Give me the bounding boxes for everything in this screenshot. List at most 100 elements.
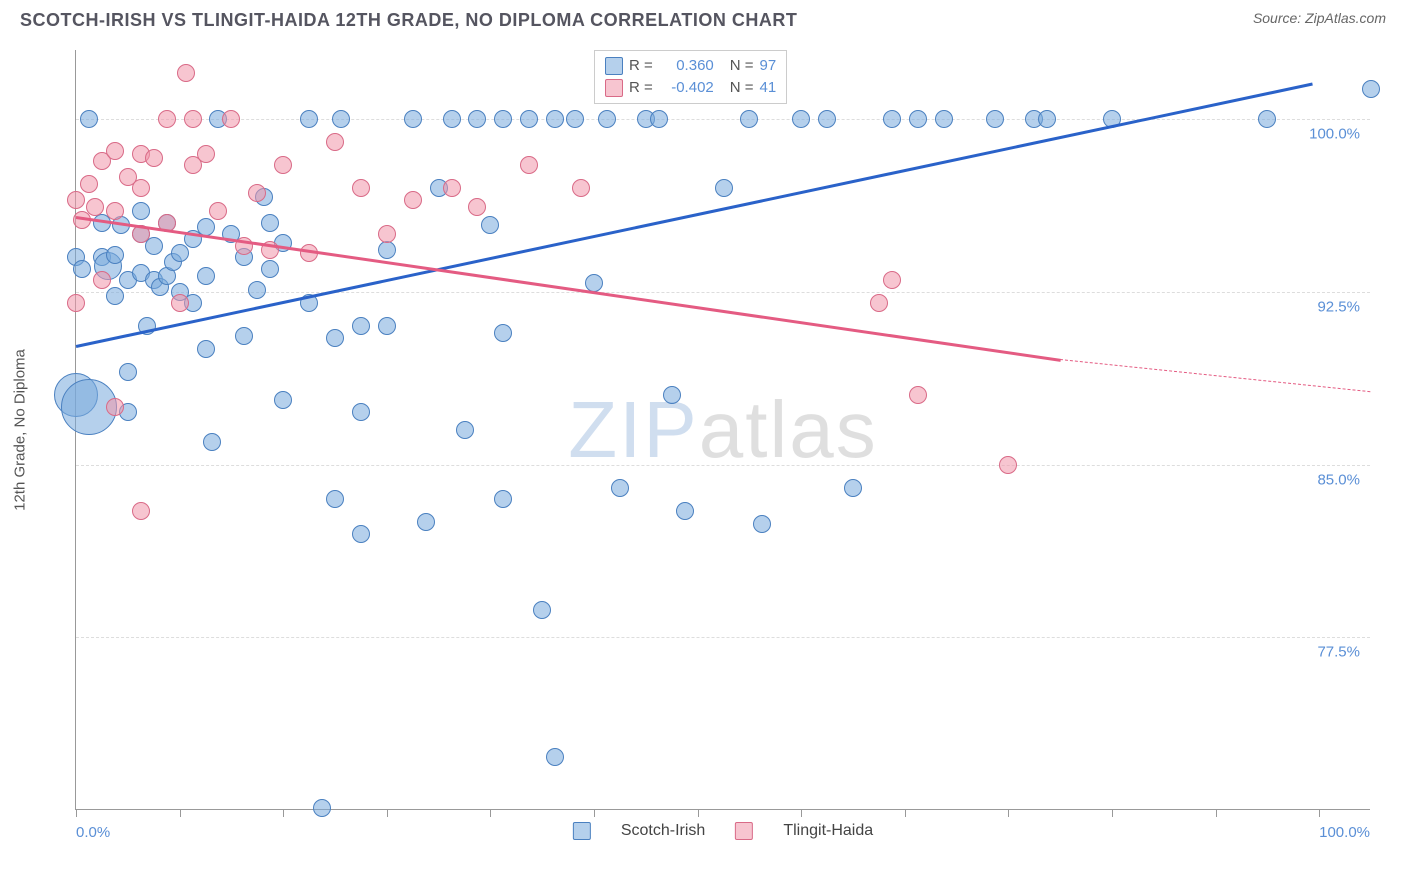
data-point (494, 324, 512, 342)
data-point (352, 317, 370, 335)
data-point (248, 184, 266, 202)
data-point (456, 421, 474, 439)
data-point (93, 271, 111, 289)
data-point (378, 225, 396, 243)
x-tick (76, 809, 77, 817)
data-point (106, 398, 124, 416)
x-tick (1008, 809, 1009, 817)
legend-swatch (605, 57, 623, 75)
data-point (313, 799, 331, 817)
data-point (326, 490, 344, 508)
data-point (158, 110, 176, 128)
x-tick (801, 809, 802, 817)
data-point (546, 110, 564, 128)
data-point (999, 456, 1017, 474)
data-point (171, 244, 189, 262)
data-point (650, 110, 668, 128)
data-point (67, 294, 85, 312)
watermark-part2: atlas (699, 385, 878, 474)
data-point (883, 271, 901, 289)
chart-title: SCOTCH-IRISH VS TLINGIT-HAIDA 12TH GRADE… (20, 10, 797, 31)
data-point (326, 133, 344, 151)
data-point (481, 216, 499, 234)
data-point (86, 198, 104, 216)
data-point (352, 179, 370, 197)
y-tick-label: 85.0% (1317, 471, 1360, 488)
x-tick (387, 809, 388, 817)
data-point (197, 340, 215, 358)
data-point (844, 479, 862, 497)
data-point (818, 110, 836, 128)
x-tick (180, 809, 181, 817)
legend-n-value: 97 (760, 55, 777, 77)
chart-header: SCOTCH-IRISH VS TLINGIT-HAIDA 12TH GRADE… (0, 0, 1406, 36)
data-point (1362, 80, 1380, 98)
gridline (76, 119, 1370, 120)
data-point (197, 267, 215, 285)
y-tick-label: 92.5% (1317, 298, 1360, 315)
data-point (520, 110, 538, 128)
data-point (443, 179, 461, 197)
data-point (715, 179, 733, 197)
data-point (235, 327, 253, 345)
data-point (106, 142, 124, 160)
data-point (1258, 110, 1276, 128)
data-point (566, 110, 584, 128)
legend-n-value: 41 (760, 77, 777, 99)
x-tick (1216, 809, 1217, 817)
y-axis-label: 12th Grade, No Diploma (12, 349, 29, 511)
data-point (132, 179, 150, 197)
x-axis-min-label: 0.0% (76, 824, 110, 841)
data-point (1038, 110, 1056, 128)
data-point (184, 110, 202, 128)
data-point (300, 110, 318, 128)
data-point (177, 64, 195, 82)
data-point (106, 287, 124, 305)
legend-r-label: R = (629, 77, 653, 99)
x-tick (283, 809, 284, 817)
data-point (80, 175, 98, 193)
data-point (222, 110, 240, 128)
data-point (443, 110, 461, 128)
data-point (248, 281, 266, 299)
y-tick-label: 77.5% (1317, 644, 1360, 661)
x-tick (698, 809, 699, 817)
data-point (261, 260, 279, 278)
data-point (132, 502, 150, 520)
legend-row: R =0.360N =97 (605, 55, 776, 77)
data-point (145, 149, 163, 167)
watermark: ZIPatlas (568, 384, 877, 476)
trend-line (1060, 359, 1371, 392)
y-tick-label: 100.0% (1309, 126, 1360, 143)
legend-swatch (605, 79, 623, 97)
data-point (274, 156, 292, 174)
data-point (119, 363, 137, 381)
data-point (171, 294, 189, 312)
data-point (203, 433, 221, 451)
legend-series-label: Tlingit-Haida (783, 822, 873, 840)
data-point (378, 241, 396, 259)
x-tick (905, 809, 906, 817)
data-point (352, 525, 370, 543)
data-point (274, 391, 292, 409)
legend-r-value: -0.402 (659, 77, 714, 99)
gridline (76, 637, 1370, 638)
data-point (676, 502, 694, 520)
data-point (261, 214, 279, 232)
data-point (546, 748, 564, 766)
legend-swatch (735, 822, 753, 840)
data-point (663, 386, 681, 404)
gridline (76, 292, 1370, 293)
plot-area: ZIPatlas 100.0%92.5%85.0%77.5%0.0%100.0%… (75, 50, 1370, 810)
series-legend: Scotch-IrishTlingit-Haida (573, 822, 873, 840)
data-point (332, 110, 350, 128)
correlation-legend: R =0.360N =97R =-0.402N =41 (594, 50, 787, 104)
source-label: Source: ZipAtlas.com (1253, 10, 1386, 26)
data-point (67, 191, 85, 209)
data-point (378, 317, 396, 335)
data-point (197, 145, 215, 163)
data-point (909, 386, 927, 404)
data-point (740, 110, 758, 128)
data-point (106, 202, 124, 220)
data-point (352, 403, 370, 421)
